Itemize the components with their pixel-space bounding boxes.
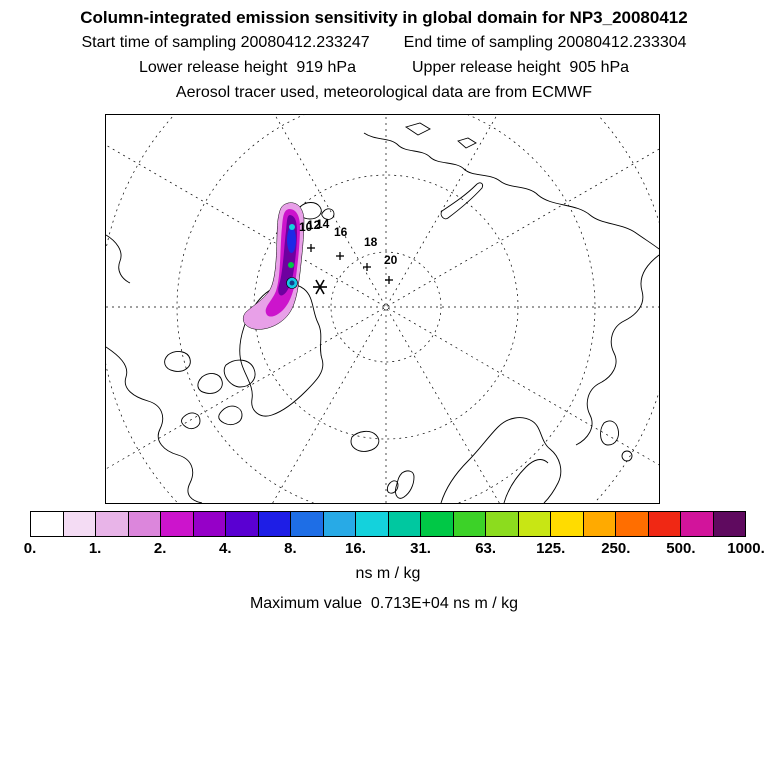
island-siberian-1 [404, 122, 431, 136]
colorbar-segment [96, 512, 129, 536]
coastline-siberia [363, 132, 659, 250]
plume-level-cyan-top [289, 224, 295, 230]
start-time-label: Start time of sampling 20080412.233247 [81, 34, 370, 51]
sensitivity-plume [243, 202, 305, 330]
coastline-baltic [503, 459, 549, 503]
colorbar-segment [63, 512, 96, 536]
island-iceland [350, 430, 380, 452]
island-canadian-2 [197, 373, 223, 394]
figure-title: Column-integrated emission sensitivity i… [80, 8, 688, 27]
release-heights-row: Lower release height 919 hPa Upper relea… [0, 59, 768, 77]
island-siberian-2 [457, 137, 477, 149]
colorbar [30, 511, 746, 537]
trajectory-point-marker [336, 252, 344, 260]
colorbar-tick-label: 1. [88, 540, 102, 557]
colorbar-segment [388, 512, 421, 536]
trajectory-point-marker [385, 276, 393, 284]
colorbar-tick-label: 31. [410, 540, 431, 557]
colorbar-segment [291, 512, 324, 536]
colorbar-tick-label: 500. [666, 540, 696, 557]
trajectory-hour-label: 20 [384, 253, 398, 267]
colorbar-segment [323, 512, 356, 536]
colorbar-tick-label: 63. [475, 540, 497, 557]
latitude-circle-1 [330, 251, 442, 363]
colorbar-segment [128, 512, 161, 536]
colorbar-tick-label: 2. [153, 540, 167, 557]
tracer-info-row: Aerosol tracer used, meteorological data… [0, 84, 768, 102]
colorbar-tick-label: 0. [23, 540, 37, 557]
maximum-value-label: Maximum value 0.713E+04 ns m / kg [249, 595, 519, 612]
trajectory-point-marker [363, 263, 371, 271]
colorbar-segment [583, 512, 616, 536]
colorbar-tick-label: 1000. [727, 540, 765, 557]
lower-release-label: Lower release height 919 hPa [138, 59, 356, 76]
colorbar-segment [226, 512, 259, 536]
island-ellesmere [223, 359, 256, 388]
colorbar-segment [31, 512, 64, 536]
trajectory-point-marker [307, 244, 315, 252]
island-canadian-1 [164, 351, 191, 372]
upper-release-label: Upper release height 905 hPa [412, 59, 630, 76]
trajectory-hour-label: 14 [316, 217, 330, 231]
colorbar-segment [551, 512, 584, 536]
island-canadian-4 [181, 412, 201, 430]
colorbar-tick-label: 16. [345, 540, 366, 557]
colorbar-tick-labels: 0. 1. 2. 4. 8. 16. 31. 63. 125. 250. 500. 1000. [24, 540, 765, 558]
island-canadian-3 [218, 405, 243, 426]
colorbar-segment [681, 512, 714, 536]
latitude-circle-3 [176, 115, 596, 503]
end-time-label: End time of sampling 20080412.233304 [403, 34, 687, 51]
sampling-times-row: Start time of sampling 20080412.233247 E… [0, 34, 768, 52]
coastlines [106, 122, 659, 503]
colorbar-tick-label: 125. [536, 540, 566, 557]
colorbar-segment [161, 512, 194, 536]
trajectory-hour-label: 18 [364, 235, 378, 249]
trajectory-hour-label: 12 [307, 218, 321, 232]
polar-map-svg: 10 12 14 16 18 20 [106, 115, 659, 503]
plume-level-blue [287, 227, 296, 253]
trajectory-labels: 10 12 14 16 18 20 [299, 217, 398, 267]
coastline-left-edge [106, 234, 131, 284]
coastline-canada [106, 346, 203, 503]
colorbar-segment [421, 512, 454, 536]
colorbar-tick-label: 8. [284, 540, 297, 557]
colorbar-tick-label: 4. [219, 540, 232, 557]
colorbar-segment [616, 512, 649, 536]
colorbar-tick-label: 250. [601, 540, 631, 557]
polar-map: 10 12 14 16 18 20 [105, 114, 660, 504]
plume-level-green [288, 262, 294, 268]
colorbar-segment [486, 512, 519, 536]
colorbar-segment [453, 512, 486, 536]
colorbar-segment [518, 512, 551, 536]
colorbar-segment [648, 512, 681, 536]
plume-level-core [289, 280, 295, 286]
colorbar-units-label: ns m / kg [355, 565, 421, 582]
release-location-marker [313, 279, 327, 295]
trajectory-point-markers [307, 244, 393, 284]
coastline-greenland [239, 283, 324, 417]
island-ireland [386, 480, 399, 494]
colorbar-segment [193, 512, 226, 536]
colorbar-segment [356, 512, 389, 536]
island-svalbard-2 [321, 208, 335, 220]
island-novaya-zemlya [440, 182, 483, 220]
tracer-info-label: Aerosol tracer used, meteorological data… [175, 84, 593, 101]
coastline-russia-west [575, 254, 659, 446]
trajectory-hour-label: 10 [299, 220, 313, 234]
trajectory-hour-label: 16 [334, 225, 348, 239]
coastline-scandinavia-west [440, 417, 562, 503]
colorbar-segment [713, 512, 745, 536]
lake-ladoga [600, 420, 619, 446]
colorbar-segment [258, 512, 291, 536]
